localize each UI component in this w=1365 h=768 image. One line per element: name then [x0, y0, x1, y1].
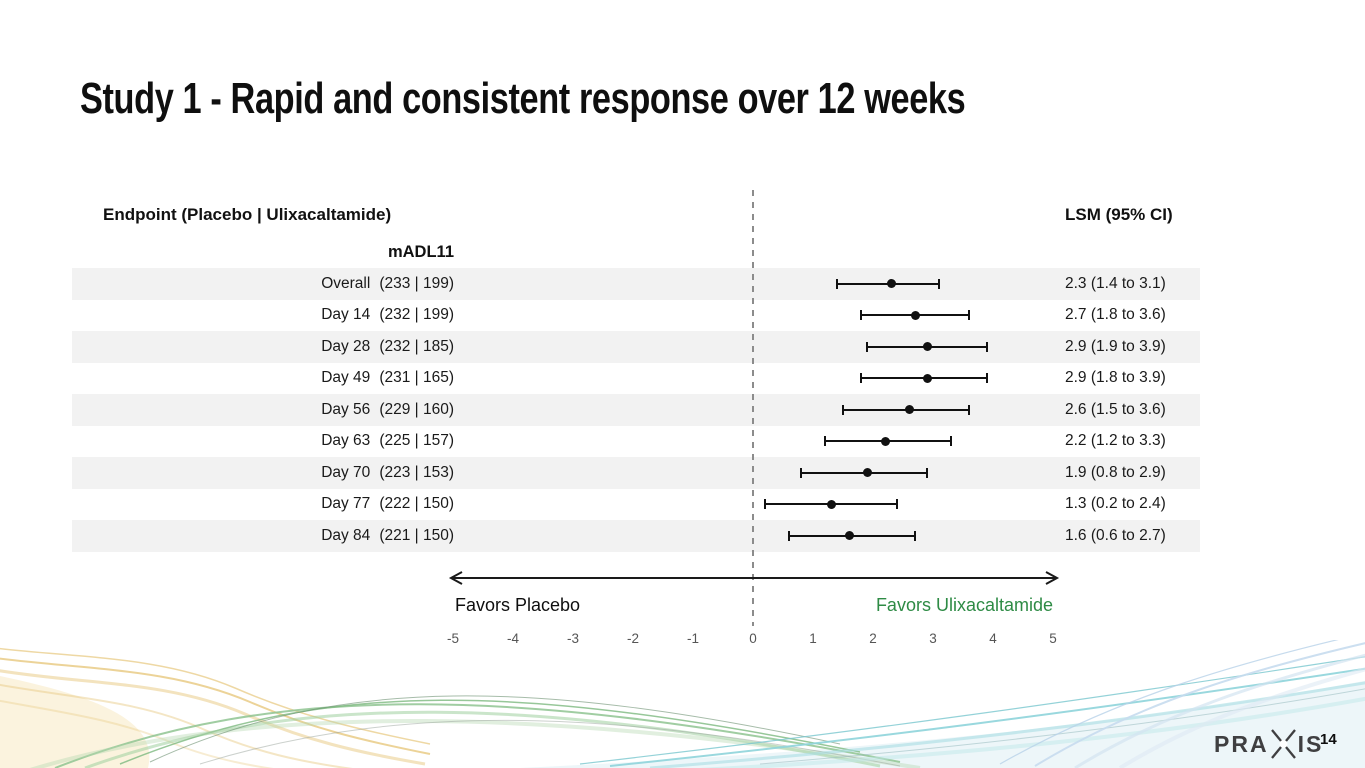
table-row: Day 84 (221 | 150) 1.6 (0.6 to 2.7) [72, 520, 1200, 552]
timepoint-label: Day 28 [321, 337, 371, 355]
favors-placebo-label: Favors Placebo [455, 595, 581, 615]
point-estimate-marker [880, 436, 890, 446]
point-estimate-marker [886, 279, 896, 289]
praxis-logo: PRA IS [1214, 727, 1323, 761]
point-estimate-marker [922, 373, 932, 383]
sample-counts: (223 | 153) [379, 463, 454, 481]
point-estimate-marker [844, 531, 854, 541]
sample-counts: (221 | 150) [379, 526, 454, 544]
decorative-waves [0, 640, 1365, 768]
lsm-ci-value: 2.3 (1.4 to 3.1) [1065, 274, 1166, 292]
axis-arrow [448, 571, 1060, 585]
endpoint-column-header: Endpoint (Placebo | Ulixacaltamide) [103, 205, 392, 224]
timepoint-label: Day 70 [321, 463, 371, 481]
zero-reference-line [752, 190, 754, 626]
table-row: Day 28 (232 | 185) 2.9 (1.9 to 3.9) [72, 331, 1200, 363]
axis-tick-label: -1 [686, 631, 700, 646]
row-label: Day 70 (223 | 153) [72, 457, 454, 489]
point-estimate-marker [922, 342, 932, 352]
ci-cap-right [950, 436, 952, 447]
ci-cap-right [968, 310, 970, 321]
row-label: Day 49 (231 | 165) [72, 363, 454, 395]
timepoint-label: Day 56 [321, 400, 371, 418]
ci-cap-left [800, 467, 802, 478]
point-estimate-marker [862, 468, 872, 478]
ci-cap-left [842, 404, 844, 415]
sample-counts: (233 | 199) [379, 274, 454, 292]
endpoint-group-label: mADL11 [387, 243, 454, 261]
table-row: Day 14 (232 | 199) 2.7 (1.8 to 3.6) [72, 300, 1200, 332]
lsm-ci-value: 2.6 (1.5 to 3.6) [1065, 400, 1166, 418]
ci-cap-left [824, 436, 826, 447]
page-number: 14 [1320, 731, 1337, 748]
row-label: Day 84 (221 | 150) [72, 520, 454, 552]
slide-title: Study 1 - Rapid and consistent response … [80, 74, 966, 123]
lsm-ci-value: 2.7 (1.8 to 3.6) [1065, 306, 1166, 324]
timepoint-label: Day 77 [321, 495, 371, 513]
axis-tick-label: -2 [626, 631, 640, 646]
axis-tick-label: -3 [566, 631, 580, 646]
axis-tick-label: 0 [749, 631, 757, 646]
timepoint-label: Day 14 [321, 306, 371, 324]
ci-cap-right [896, 499, 898, 510]
axis-tick-label: 3 [929, 631, 937, 646]
row-label: Day 28 (232 | 185) [72, 331, 454, 363]
point-estimate-marker [910, 310, 920, 320]
sample-counts: (225 | 157) [379, 432, 454, 450]
ci-cap-left [788, 530, 790, 541]
lsm-column-header: LSM (95% CI) [1065, 205, 1173, 224]
ci-cap-left [836, 278, 838, 289]
ci-cap-left [866, 341, 868, 352]
ci-cap-left [860, 310, 862, 321]
forest-plot-rows: Overall (233 | 199) 2.3 (1.4 to 3.1) Day 14… [72, 268, 1200, 552]
axis-tick-label: -5 [446, 631, 460, 646]
axis-tick-label: -4 [506, 631, 520, 646]
timepoint-label: Overall [321, 274, 371, 292]
ci-cap-right [926, 467, 928, 478]
sample-counts: (222 | 150) [379, 495, 454, 513]
lsm-ci-value: 2.9 (1.9 to 3.9) [1065, 337, 1166, 355]
favors-ulixacaltamide-label: Favors Ulixacaltamide [875, 595, 1053, 615]
lsm-ci-value: 2.9 (1.8 to 3.9) [1065, 369, 1166, 387]
praxis-logo-text-left: PRA [1214, 730, 1269, 757]
sample-counts: (232 | 185) [379, 337, 454, 355]
praxis-x-icon [1270, 727, 1297, 761]
ci-cap-right [968, 404, 970, 415]
ci-cap-right [986, 341, 988, 352]
ci-cap-right [938, 278, 940, 289]
lsm-ci-value: 1.6 (0.6 to 2.7) [1065, 526, 1166, 544]
sample-counts: (229 | 160) [379, 400, 454, 418]
ci-cap-left [860, 373, 862, 384]
axis-tick-label: 5 [1049, 631, 1057, 646]
point-estimate-marker [904, 405, 914, 415]
row-label: Overall (233 | 199) [72, 268, 454, 300]
ci-cap-right [986, 373, 988, 384]
axis-tick-label: 4 [989, 631, 997, 646]
row-label: Day 56 (229 | 160) [72, 394, 454, 426]
axis-tick-label: 1 [809, 631, 817, 646]
ci-cap-right [914, 530, 916, 541]
row-label: Day 14 (232 | 199) [72, 300, 454, 332]
row-label: Day 63 (225 | 157) [72, 426, 454, 458]
table-row: Day 70 (223 | 153) 1.9 (0.8 to 2.9) [72, 457, 1200, 489]
table-row: Day 56 (229 | 160) 2.6 (1.5 to 3.6) [72, 394, 1200, 426]
lsm-ci-value: 1.3 (0.2 to 2.4) [1065, 495, 1166, 513]
lsm-ci-value: 2.2 (1.2 to 3.3) [1065, 432, 1166, 450]
axis-tick-label: 2 [869, 631, 877, 646]
timepoint-label: Day 63 [321, 432, 371, 450]
praxis-logo-text-right: IS [1297, 730, 1324, 757]
table-row: Day 63 (225 | 157) 2.2 (1.2 to 3.3) [72, 426, 1200, 458]
table-row: Day 77 (222 | 150) 1.3 (0.2 to 2.4) [72, 489, 1200, 521]
sample-counts: (232 | 199) [379, 306, 454, 324]
lsm-ci-value: 1.9 (0.8 to 2.9) [1065, 463, 1166, 481]
table-row: Day 49 (231 | 165) 2.9 (1.8 to 3.9) [72, 363, 1200, 395]
timepoint-label: Day 49 [321, 369, 371, 387]
timepoint-label: Day 84 [321, 526, 371, 544]
ci-cap-left [764, 499, 766, 510]
point-estimate-marker [826, 499, 836, 509]
sample-counts: (231 | 165) [379, 369, 454, 387]
row-label: Day 77 (222 | 150) [72, 489, 454, 521]
table-row: Overall (233 | 199) 2.3 (1.4 to 3.1) [72, 268, 1200, 300]
